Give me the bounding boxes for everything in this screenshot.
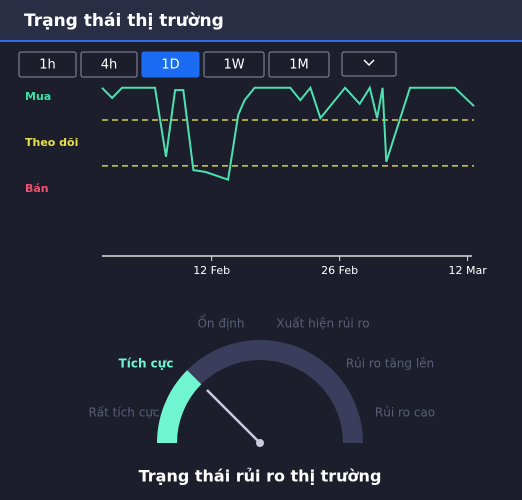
header-title: Trạng thái thị trường xyxy=(24,11,224,31)
tab-label: 1D xyxy=(161,58,179,73)
y-tick-label: Mua xyxy=(25,90,51,103)
gauge-level-label: Rất tích cực xyxy=(88,406,159,420)
dropdown-icon xyxy=(363,59,375,67)
tab-label: 1W xyxy=(223,58,244,73)
gauge-level-label: Xuất hiện rủi ro xyxy=(276,317,369,331)
tab-button[interactable] xyxy=(80,51,138,78)
gauge-level-label: Ổn định xyxy=(197,315,244,331)
tab-label: 4h xyxy=(101,58,118,73)
x-tick-label: 12 Feb xyxy=(193,264,230,277)
tab-label: 1M xyxy=(289,58,309,73)
signal-line xyxy=(101,85,475,182)
gauge-title: Trạng thái rủi ro thị trường xyxy=(139,467,382,486)
gauge-needle xyxy=(206,389,261,444)
x-tick-label: 12 Mar xyxy=(448,264,487,277)
gauge-hub xyxy=(256,439,264,447)
y-tick-label: Theo dõi xyxy=(25,136,78,149)
gauge-level-label: Rủi ro tăng lên xyxy=(346,357,434,371)
y-tick-label: Bán xyxy=(25,182,49,195)
tab-button[interactable] xyxy=(18,51,77,78)
gauge-level-label: Tích cực xyxy=(119,357,174,371)
tab-button[interactable] xyxy=(141,51,200,78)
x-tick-label: 26 Feb xyxy=(321,264,358,277)
gauge-level-label: Rủi ro cao xyxy=(375,406,435,420)
tab-button[interactable] xyxy=(268,51,330,78)
header-bg xyxy=(0,0,522,40)
tab-button[interactable] xyxy=(203,51,265,78)
gauge-fill xyxy=(157,370,202,444)
header-border xyxy=(0,40,522,42)
dropdown-button[interactable] xyxy=(341,51,397,77)
tab-label: 1h xyxy=(39,58,56,73)
